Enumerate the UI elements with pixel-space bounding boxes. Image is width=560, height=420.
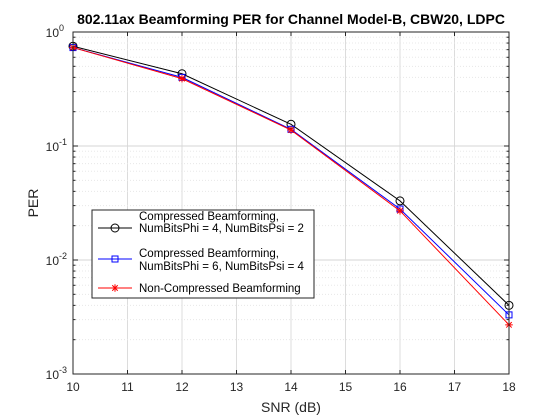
y-tick-label: 10 0: [46, 23, 64, 40]
data-point-asterisk: [178, 74, 186, 83]
legend-entry-3: Non-Compressed Beamforming: [98, 283, 301, 295]
legend-entry-1: Compressed Beamforming,NumBitsPhi = 4, N…: [98, 211, 304, 235]
data-point-circle: [395, 196, 405, 206]
x-tick-label: 17: [448, 380, 462, 394]
plot-box: [72, 31, 510, 375]
y-tick-exponent: -3: [59, 365, 67, 375]
data-point-asterisk: [111, 284, 119, 292]
chart-title: 802.11ax Beamforming PER for Channel Mod…: [77, 11, 505, 27]
x-tick-label: 16: [393, 380, 407, 394]
y-tick-base: 10: [46, 26, 60, 40]
legend-label: Compressed Beamforming,: [139, 248, 279, 260]
grid-lines: [72, 31, 510, 375]
legend-label: NumBitsPhi = 6, NumBitsPsi = 4: [139, 261, 304, 273]
x-tick-label: 18: [502, 380, 516, 394]
y-tick-label: 10 -3: [46, 365, 67, 382]
y-tick-exponent: 0: [59, 23, 64, 33]
y-tick-exponent: -2: [59, 251, 67, 261]
y-tick-exponent: -1: [59, 137, 67, 147]
y-tick-label: 10 -1: [46, 137, 67, 154]
data-point-asterisk: [287, 126, 295, 134]
y-tick-base: 10: [46, 254, 60, 268]
y-axis-label: PER: [25, 189, 41, 218]
legend: Compressed Beamforming,NumBitsPhi = 4, N…: [91, 209, 315, 299]
y-tick-base: 10: [46, 368, 60, 382]
legend-entry-2: Compressed Beamforming,NumBitsPhi = 6, N…: [98, 248, 304, 273]
legend-label: NumBitsPhi = 4, NumBitsPsi = 2: [139, 223, 304, 235]
x-tick-label: 12: [175, 380, 189, 394]
x-tick-label: 14: [284, 380, 298, 394]
legend-label: Compressed Beamforming,: [139, 211, 279, 223]
legend-box: [91, 209, 315, 299]
x-axis-label: SNR (dB): [261, 399, 321, 415]
x-tick-label: 11: [121, 380, 134, 394]
x-tick-label: 15: [339, 380, 353, 394]
series-line: [72, 45, 510, 306]
y-tick-base: 10: [46, 140, 60, 154]
data-point-square: [111, 255, 119, 263]
x-tick-label: 10: [66, 380, 80, 394]
data-point-asterisk: [396, 207, 404, 215]
y-tick-label: 10 -2: [46, 251, 67, 268]
x-tick-label: 13: [230, 380, 244, 394]
legend-label: Non-Compressed Beamforming: [139, 283, 301, 295]
data-point-circle: [110, 223, 120, 233]
